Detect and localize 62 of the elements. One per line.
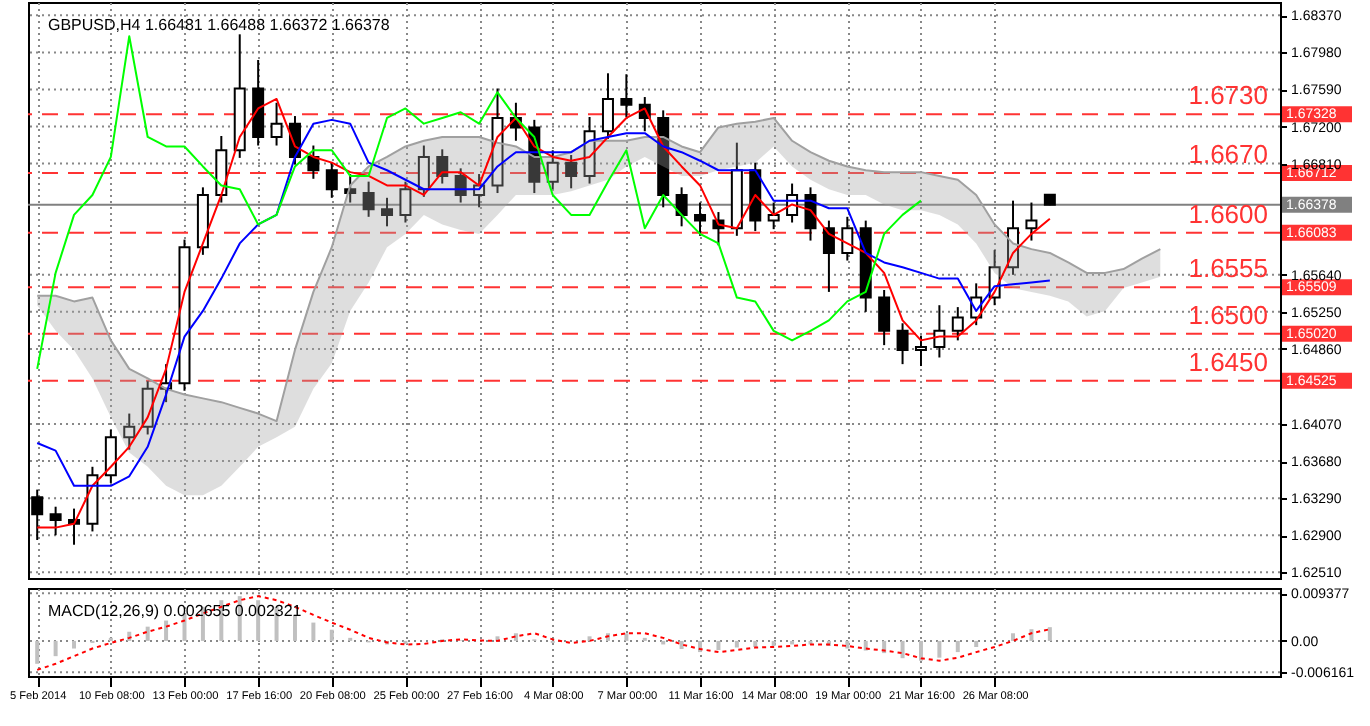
candlestick [620,73,633,119]
candlestick [675,186,688,228]
bar [771,640,776,646]
bar [679,640,684,650]
candlestick [104,428,117,484]
candlestick [1025,201,1038,242]
annotation: 1.6500 [1188,299,1268,330]
bar [1011,633,1016,641]
candlestick [436,148,449,185]
candlestick [546,149,559,191]
bar [72,640,77,649]
candlestick [583,116,596,185]
candlestick [307,144,320,180]
text: GBPUSD,H4 1.66481 1.66488 1.66372 1.66378 [48,16,391,34]
bar [145,626,150,641]
bar [716,640,721,651]
candlestick [694,201,707,237]
candlestick [767,201,780,231]
candlestick [399,180,412,224]
annotation: 1.6555 [1188,253,1268,284]
candlestick [601,72,614,140]
bar [753,640,758,648]
candlestick [841,215,854,262]
annotation: 1.6450 [1188,346,1268,377]
bar [974,640,979,648]
candlestick [362,180,375,218]
bar [292,614,297,641]
bar [734,640,739,648]
bar [1047,627,1052,641]
candlestick [325,161,338,199]
candlestick [49,505,62,537]
annotation: 1.6670 [1188,138,1268,169]
bar [513,633,518,641]
bar [900,640,905,659]
bar [311,622,316,641]
candlestick [914,334,927,368]
candlestick [951,306,964,342]
line-series [36,35,922,370]
bar [937,640,942,658]
bar [329,629,334,641]
annotation: 1.6730 [1188,80,1268,111]
bar [53,640,58,657]
candlestick [270,101,283,147]
candlestick [417,144,430,198]
line-series [36,595,1051,671]
candlestick [344,173,357,204]
candlestick [454,167,467,204]
bar [35,640,40,664]
line-series [36,116,1162,423]
bar [845,640,850,649]
candlestick [381,196,394,228]
bar [624,633,629,641]
bar [182,613,187,641]
candlestick [123,412,136,451]
candlestick [565,154,578,190]
candlestick [896,322,909,366]
candlestick [878,289,891,347]
bar [955,640,960,653]
bar [918,640,923,661]
bar [164,620,169,641]
candlestick [822,219,835,293]
annotation: 1.6600 [1188,198,1268,229]
